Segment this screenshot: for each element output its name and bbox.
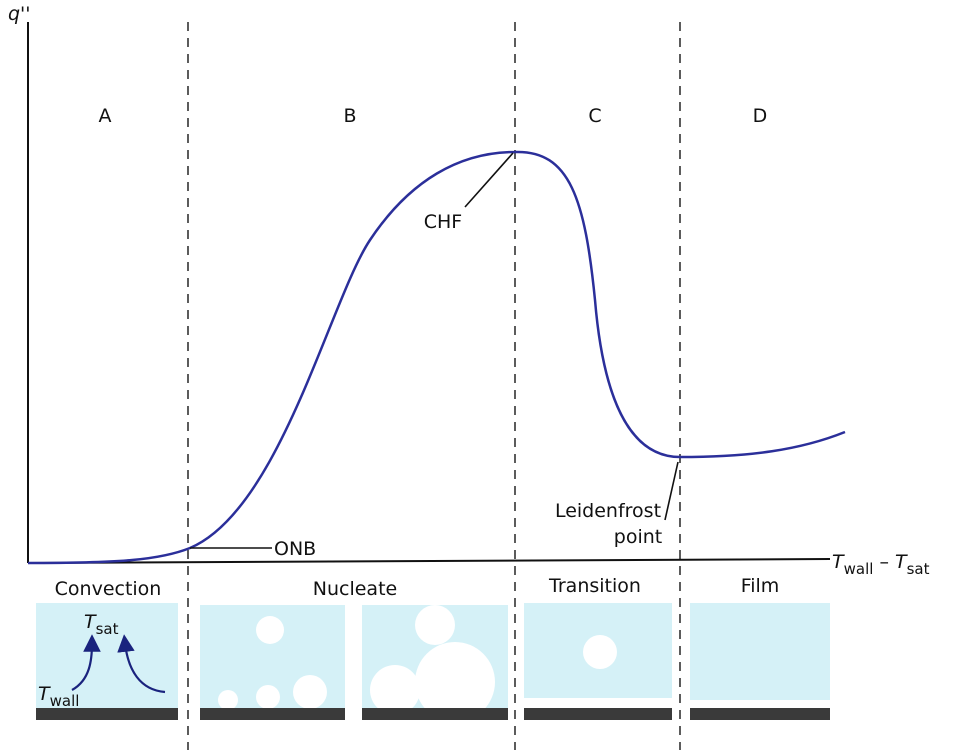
region-label: A (99, 105, 112, 127)
y-axis-label: q'' (8, 3, 31, 25)
chf-label: CHF (424, 211, 462, 233)
regime-label: Nucleate (313, 578, 397, 600)
regime-label: Film (741, 575, 780, 597)
regime-label: Transition (548, 575, 641, 597)
region-label: B (343, 105, 356, 127)
boiling-curve-diagram: q'' Twall – Tsat A B C D CHF ONB Leidenf… (0, 0, 974, 750)
region-label: D (753, 105, 768, 127)
regime-panels (36, 603, 830, 722)
region-label: C (588, 105, 601, 127)
axes (28, 22, 830, 563)
regime-label: Convection (55, 578, 162, 600)
x-axis-label: Twall – Tsat (832, 551, 930, 578)
leidenfrost-label: point (614, 526, 662, 548)
onb-label: ONB (274, 538, 316, 560)
leidenfrost-label: Leidenfrost (555, 500, 661, 522)
